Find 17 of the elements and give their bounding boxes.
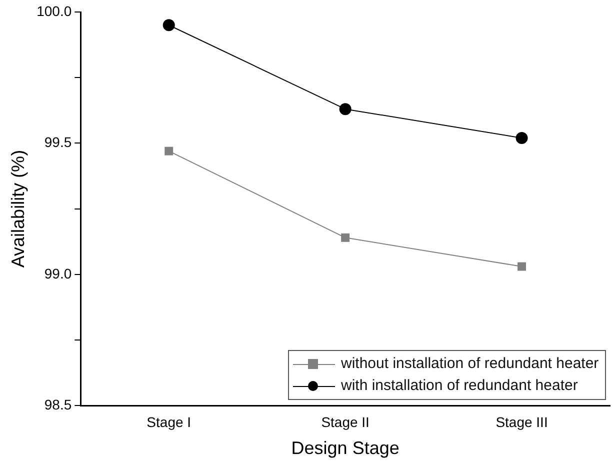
point <box>516 132 528 144</box>
y-tick-label: 99.0 <box>44 265 72 282</box>
y-tick-label: 98.5 <box>44 396 72 412</box>
point <box>164 146 174 156</box>
y-axis-title: Availability (%) <box>8 150 28 268</box>
x-axis-title: Design Stage <box>291 438 400 458</box>
point <box>162 19 175 32</box>
y-tick-label: 100.0 <box>36 2 72 19</box>
legend-label: without installation of redundant heater <box>341 355 599 372</box>
y-tick-label: 99.5 <box>44 134 72 150</box>
x-tick-label: Stage III <box>496 414 548 430</box>
x-tick-label: Stage II <box>321 414 370 430</box>
x-tick-label: Stage I <box>146 414 192 430</box>
point <box>518 262 526 271</box>
legend-label: with installation of redundant heater <box>341 377 578 394</box>
point <box>341 233 350 242</box>
point <box>339 103 352 116</box>
